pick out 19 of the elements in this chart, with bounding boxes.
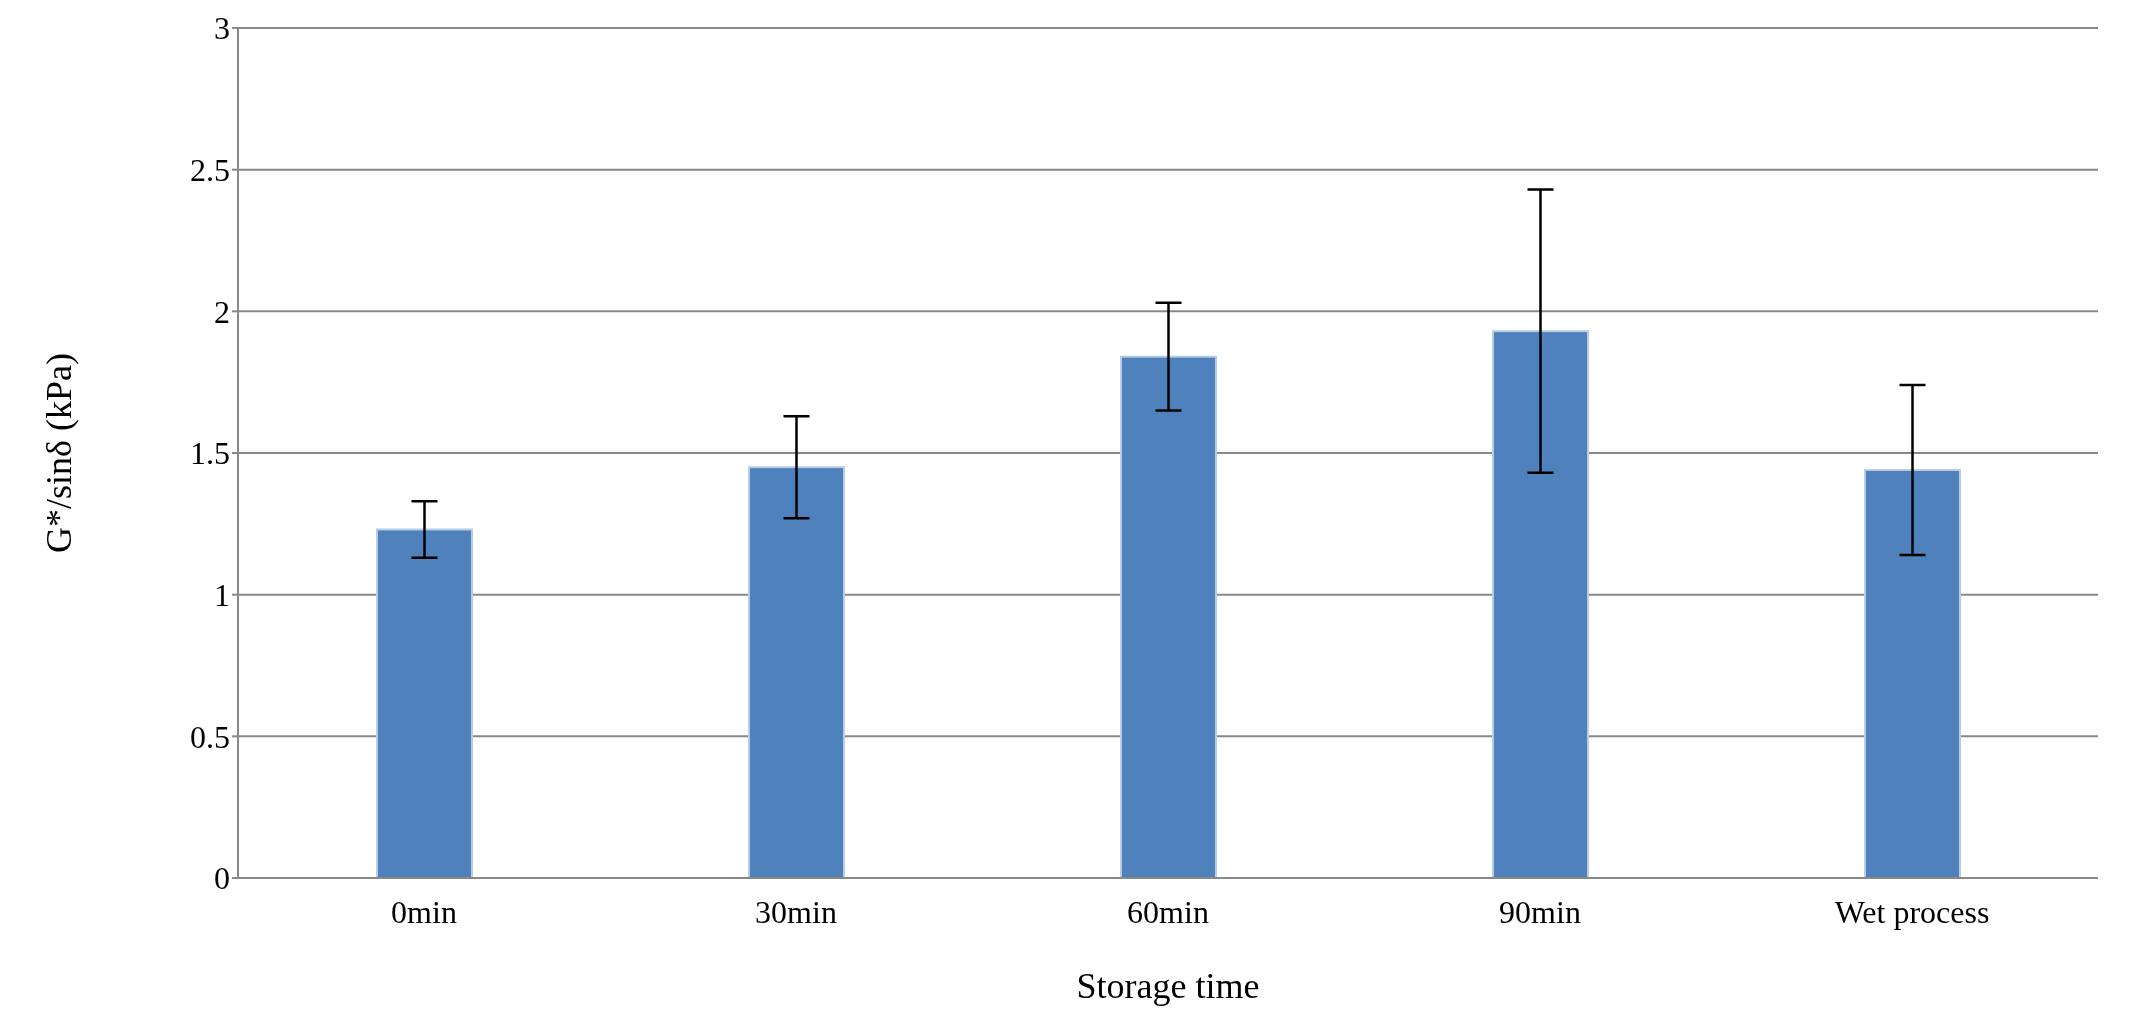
y-tick-label: 0.5 <box>190 718 230 755</box>
x-tick-label: 30min <box>755 893 837 930</box>
bar <box>1120 355 1217 878</box>
x-tick-label: 90min <box>1499 893 1581 930</box>
x-axis-title: Storage time <box>1076 966 1260 1006</box>
x-tick-label: Wet process <box>1834 893 1990 930</box>
bar <box>748 466 845 878</box>
bar <box>376 528 473 878</box>
x-tick-label: 0min <box>391 893 457 930</box>
y-axis-title: G*/sinδ (kPa) <box>38 353 79 553</box>
y-tick-label: 3 <box>214 10 230 47</box>
x-tick-label: 60min <box>1127 893 1209 930</box>
y-tick-label: 0 <box>214 860 230 897</box>
y-tick-label: 1 <box>214 577 230 614</box>
bar <box>1864 469 1961 878</box>
y-tick-label: 2.5 <box>190 152 230 189</box>
bar <box>1492 330 1589 878</box>
y-tick-label: 1.5 <box>190 435 230 472</box>
y-tick-label: 2 <box>214 293 230 330</box>
